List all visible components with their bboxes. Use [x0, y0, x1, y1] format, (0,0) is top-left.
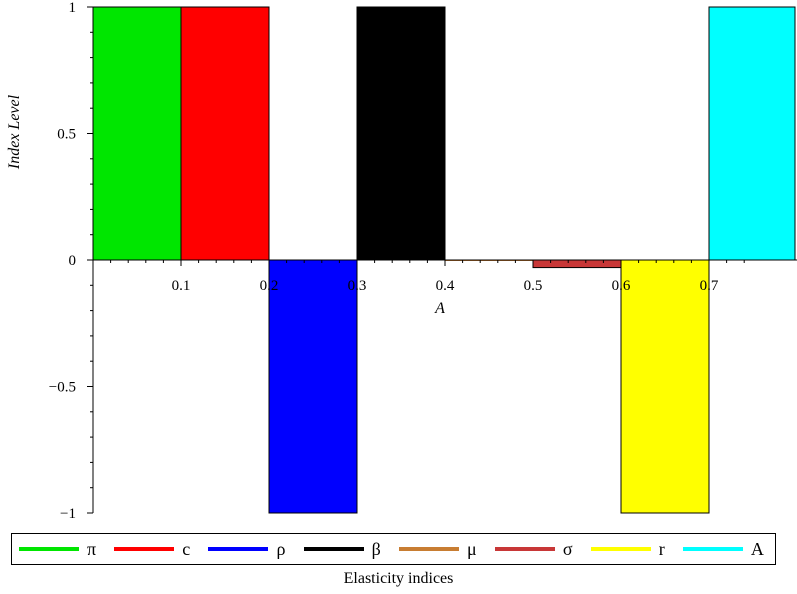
bar-7	[620, 259, 710, 514]
legend-label: σ	[562, 538, 573, 559]
legend-swatch	[682, 547, 743, 551]
legend-label: β	[371, 538, 381, 559]
x-tick-label: 0.2	[260, 278, 279, 294]
legend-label: r	[658, 538, 665, 559]
x-tick-label: 0.4	[436, 278, 455, 294]
legend-swatch	[114, 547, 175, 551]
legend-label: ρ	[276, 538, 286, 559]
legend-swatch	[208, 547, 269, 551]
bar-1	[92, 6, 182, 261]
x-tick-label: 0.6	[612, 278, 631, 294]
legend-item: c	[114, 539, 194, 560]
legend-title: Elasticity indices	[343, 570, 454, 587]
x-axis-title: A	[434, 300, 445, 317]
bars-group	[92, 6, 796, 514]
bar-2	[180, 6, 270, 261]
legend-item: ρ	[208, 539, 289, 560]
bar-4	[356, 6, 446, 261]
x-tick-label: 0.7	[700, 278, 719, 294]
x-tick-label: 0.1	[172, 278, 191, 294]
legend-item: β	[303, 538, 385, 560]
legend-label: π	[87, 538, 97, 559]
legend-swatch	[303, 547, 364, 551]
legend-label: c	[182, 538, 191, 559]
bar-6	[532, 259, 622, 269]
ticks-group: 1 0.5 0 −0.5 −1 0.1 0.2 0.3 0.4 0.5 0.6 0.7	[49, 0, 745, 522]
legend-label: μ	[467, 538, 477, 559]
bar-3	[268, 259, 358, 514]
legend-item: r	[590, 538, 669, 560]
legend-swatch	[494, 547, 555, 551]
legend-item: π	[19, 539, 100, 560]
legend-label: A	[750, 538, 764, 559]
legend-item: σ	[494, 538, 577, 560]
y-tick-label: −1	[60, 506, 76, 522]
y-axis-title: Index Level	[6, 94, 23, 170]
bar-8	[708, 6, 796, 261]
legend-item: A	[682, 538, 768, 560]
x-tick-label: 0.5	[524, 278, 543, 294]
legend-swatch	[590, 547, 651, 551]
y-tick-label: 0.5	[57, 127, 76, 143]
x-tick-label: 0.3	[348, 278, 367, 294]
legend-item: μ	[399, 539, 481, 560]
legend-swatch	[399, 547, 459, 551]
y-tick-label: 1	[69, 0, 77, 16]
y-tick-label: −0.5	[49, 380, 76, 396]
legend-swatch	[19, 547, 79, 551]
y-tick-label: 0	[69, 253, 77, 269]
bar-chart: 1 0.5 0 −0.5 −1 0.1 0.2 0.3 0.4 0.5 0.6 0.7 Index L…	[6, 0, 797, 522]
